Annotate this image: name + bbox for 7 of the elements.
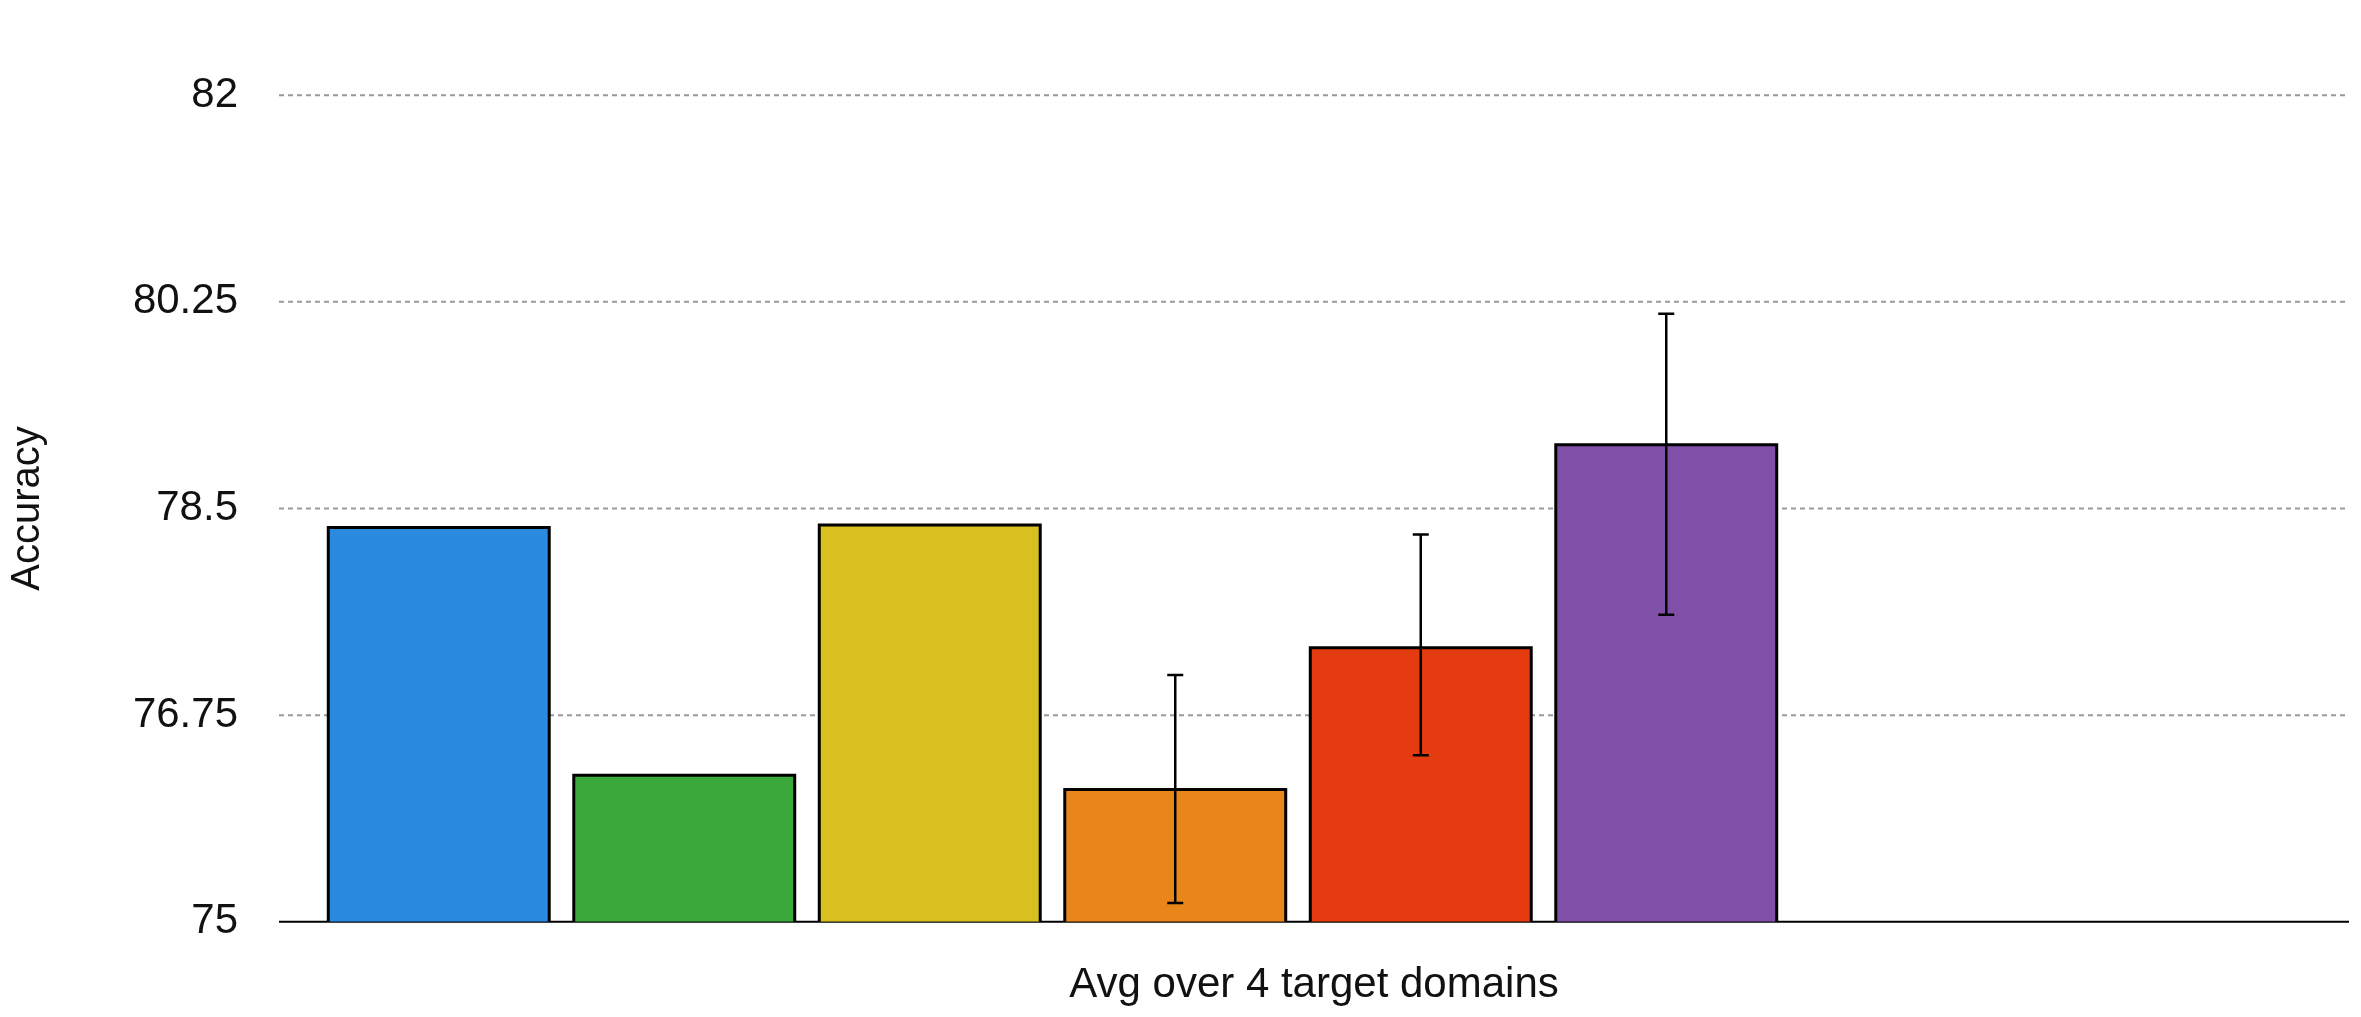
y-axis-title: Accuracy [3,426,48,591]
y-tick-label: 75 [191,895,238,943]
x-axis-title: Avg over 4 target domains [1069,958,1559,1006]
y-tick-label: 78.5 [156,482,238,530]
y-tick-label: 76.75 [132,688,238,736]
y-tick-label: 82 [191,68,238,116]
y-tick-label: 80.25 [132,275,238,323]
